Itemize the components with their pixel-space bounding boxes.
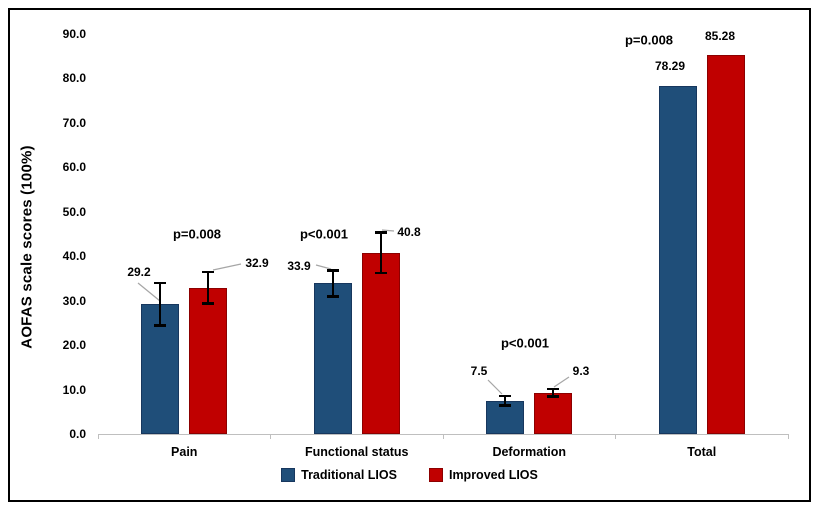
x-axis-tick: [787, 434, 789, 439]
data-label-traditional-lios-deformation: 7.5: [470, 364, 488, 378]
y-tick-label-50-0: 50.0: [62, 204, 86, 219]
leader-line: [212, 263, 242, 271]
p-value-functional-status: p<0.001: [299, 226, 349, 242]
legend: Traditional LIOS Improved LIOS: [10, 468, 809, 482]
x-category-label-deformation: Deformation: [492, 445, 567, 459]
error-bar-cap: [547, 387, 560, 391]
bar-improved-lios-functional-status: [361, 252, 400, 434]
x-axis-tick: [615, 434, 616, 439]
y-tick-label-30-0: 30.0: [62, 293, 86, 308]
y-tick-label-20-0: 20.0: [62, 338, 86, 353]
error-bar-cap: [499, 404, 512, 407]
x-category-label-functional-status: Functional status: [305, 445, 409, 459]
data-label-improved-lios-deformation: 9.3: [572, 364, 590, 378]
bar-traditional-lios-total: [658, 86, 697, 434]
bar-traditional-lios-pain: [141, 304, 180, 434]
y-tick-label-70-0: 70.0: [62, 115, 86, 130]
y-tick-label-10-0: 10.0: [62, 382, 86, 397]
y-tick-label-90-0: 90.0: [62, 27, 86, 41]
error-bar-improved-lios-pain: [207, 271, 210, 304]
bar-improved-lios-total: [706, 54, 745, 434]
error-bar-cap: [202, 302, 215, 305]
legend-label-improved-lios: Improved LIOS: [448, 468, 538, 482]
x-axis-tick: [270, 434, 271, 439]
legend-label-traditional-lios: Traditional LIOS: [301, 468, 397, 482]
leader-line: [381, 229, 395, 232]
leader-line: [137, 282, 161, 302]
error-bar-cap: [326, 295, 339, 298]
error-bar-cap: [547, 395, 560, 398]
p-value-pain: p=0.008: [172, 226, 222, 242]
y-axis-title: AOFAS scale scores (100%): [18, 145, 36, 349]
leader-line: [315, 264, 332, 270]
figure-frame: AOFAS scale scores (100%) 0.0 10.0 20.0 30.…: [8, 8, 811, 502]
y-tick-label-40-0: 40.0: [62, 249, 86, 264]
error-bar-improved-lios-deformation: [552, 388, 555, 397]
p-value-deformation: p<0.001: [500, 335, 550, 351]
legend-swatch-improved-lios: [428, 468, 443, 482]
data-label-traditional-lios-pain: 29.2: [127, 265, 151, 279]
error-bar-cap: [374, 271, 387, 275]
data-label-traditional-lios-total: 78.29: [654, 59, 686, 73]
x-category-label-total: Total: [687, 445, 717, 459]
error-bar-cap: [326, 269, 339, 272]
legend-item-traditional-lios: Traditional LIOS: [281, 468, 397, 482]
plot-area: 0.0 10.0 20.0 30.0 40.0 50.0 60.0 70.0 80.0 90.0 P…: [63, 27, 789, 459]
leader-line: [553, 376, 570, 388]
data-label-improved-lios-total: 85.28: [704, 29, 736, 43]
bar-traditional-lios-functional-status: [313, 283, 352, 434]
error-bar-traditional-lios-pain: [159, 282, 162, 326]
leader-line: [487, 379, 503, 395]
y-tick-label-80-0: 80.0: [62, 71, 86, 86]
data-label-traditional-lios-functional-status: 33.9: [287, 259, 311, 273]
data-label-improved-lios-functional-status: 40.8: [397, 225, 421, 239]
error-bar-improved-lios-functional-status: [379, 232, 382, 274]
error-bar-traditional-lios-functional-status: [331, 270, 334, 297]
y-tick-label-0-0: 0.0: [69, 427, 86, 441]
error-bar-cap: [374, 231, 387, 234]
error-bar-traditional-lios-deformation: [504, 395, 507, 406]
x-axis-tick: [97, 434, 99, 439]
legend-item-improved-lios: Improved LIOS: [428, 468, 538, 482]
x-category-label-pain: Pain: [171, 445, 198, 459]
y-tick-label-60-0: 60.0: [62, 160, 86, 175]
error-bar-cap: [202, 270, 215, 274]
p-value-total: p=0.008: [624, 32, 674, 48]
bar-improved-lios-pain: [189, 287, 228, 434]
bar-improved-lios-deformation: [534, 392, 573, 434]
x-axis-tick: [442, 434, 444, 439]
error-bar-cap: [499, 394, 512, 398]
error-bar-cap: [154, 324, 167, 327]
legend-swatch-traditional-lios: [281, 468, 296, 482]
error-bar-cap: [154, 281, 167, 285]
data-label-improved-lios-pain: 32.9: [245, 256, 269, 270]
leader-lines-layer: [137, 229, 570, 395]
